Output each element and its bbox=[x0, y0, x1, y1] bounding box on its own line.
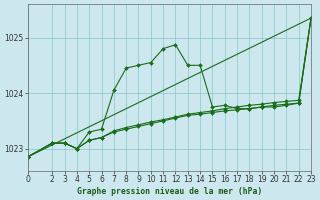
X-axis label: Graphe pression niveau de la mer (hPa): Graphe pression niveau de la mer (hPa) bbox=[77, 187, 262, 196]
